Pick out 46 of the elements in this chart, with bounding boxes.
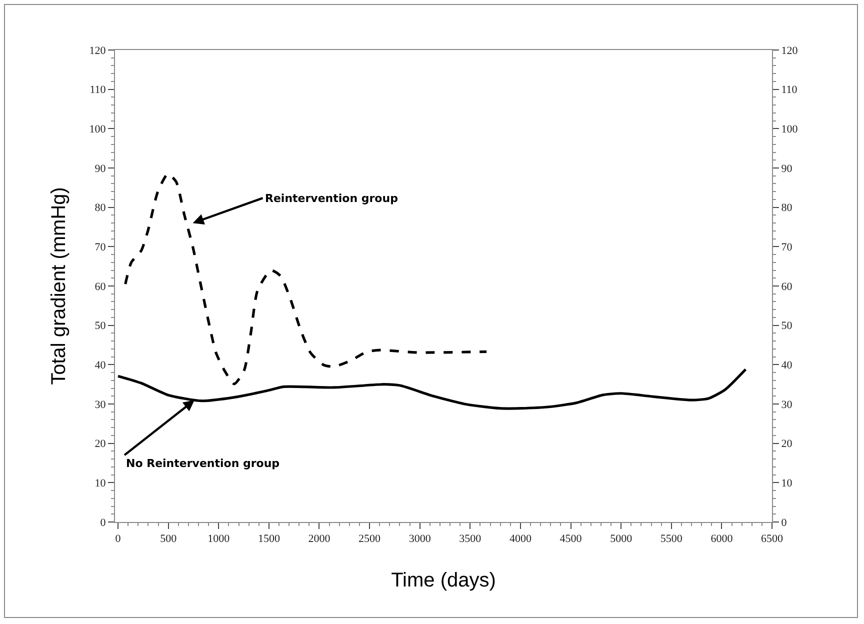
y2-tick-label: 20: [781, 438, 793, 450]
x-tick-label: 3000: [408, 533, 432, 546]
x-axis-title: Time (days): [391, 570, 496, 592]
annotation: No Reintervention group: [126, 457, 280, 470]
y2-tick-label: 10: [781, 478, 793, 490]
y-tick-label: 0: [100, 516, 106, 529]
y-tick-label: 50: [94, 320, 106, 332]
x-tick-label: 1500: [258, 533, 280, 546]
annotation: Reintervention group: [265, 192, 398, 205]
line-series: [124, 172, 488, 386]
y-tick-label: 90: [94, 162, 106, 175]
x-tick-label: 500: [160, 533, 178, 546]
y-tick-label: 120: [89, 44, 106, 57]
x-tick-label: 1000: [208, 533, 230, 546]
x-tick-label: 6000: [710, 533, 734, 546]
y-tick-label: 80: [94, 202, 106, 214]
y2-tick-label: 50: [781, 320, 793, 332]
y2-tick-label: 70: [781, 242, 793, 254]
y2-tick-label: 120: [781, 44, 798, 57]
y2-tick-label: 110: [781, 84, 798, 96]
y-tick-label: 100: [89, 124, 106, 136]
y2-tick-label: 60: [781, 280, 793, 293]
y2-tick-label: 90: [781, 162, 793, 175]
y-tick-label: 110: [90, 84, 106, 96]
y2-tick-label: 30: [781, 398, 793, 411]
y2-tick-label: 0: [781, 516, 788, 529]
y-tick-label: 30: [94, 398, 106, 411]
x-tick-label: 4000: [509, 533, 532, 546]
y-tick-label: 70: [94, 242, 106, 254]
x-tick-label: 2500: [358, 533, 382, 546]
y2-tick-label: 80: [781, 202, 793, 214]
y2-tick-label: 100: [781, 124, 798, 136]
x-tick-label: 4500: [560, 533, 582, 546]
y-axis-title: Total gradient (mmHg): [48, 187, 70, 385]
x-tick-label: 6500: [761, 533, 784, 546]
y2-tick-label: 40: [781, 360, 793, 372]
y-tick-label: 10: [94, 478, 106, 490]
x-tick-label: 2000: [308, 533, 331, 546]
y-tick-label: 40: [94, 360, 106, 372]
y-tick-label: 20: [94, 438, 106, 450]
line-series: [116, 368, 747, 410]
x-tick-label: 5500: [660, 533, 683, 546]
x-tick-label: 0: [115, 533, 122, 546]
y-tick-label: 60: [94, 280, 106, 293]
x-tick-label: 5000: [610, 533, 633, 546]
x-tick-label: 3500: [459, 533, 482, 546]
